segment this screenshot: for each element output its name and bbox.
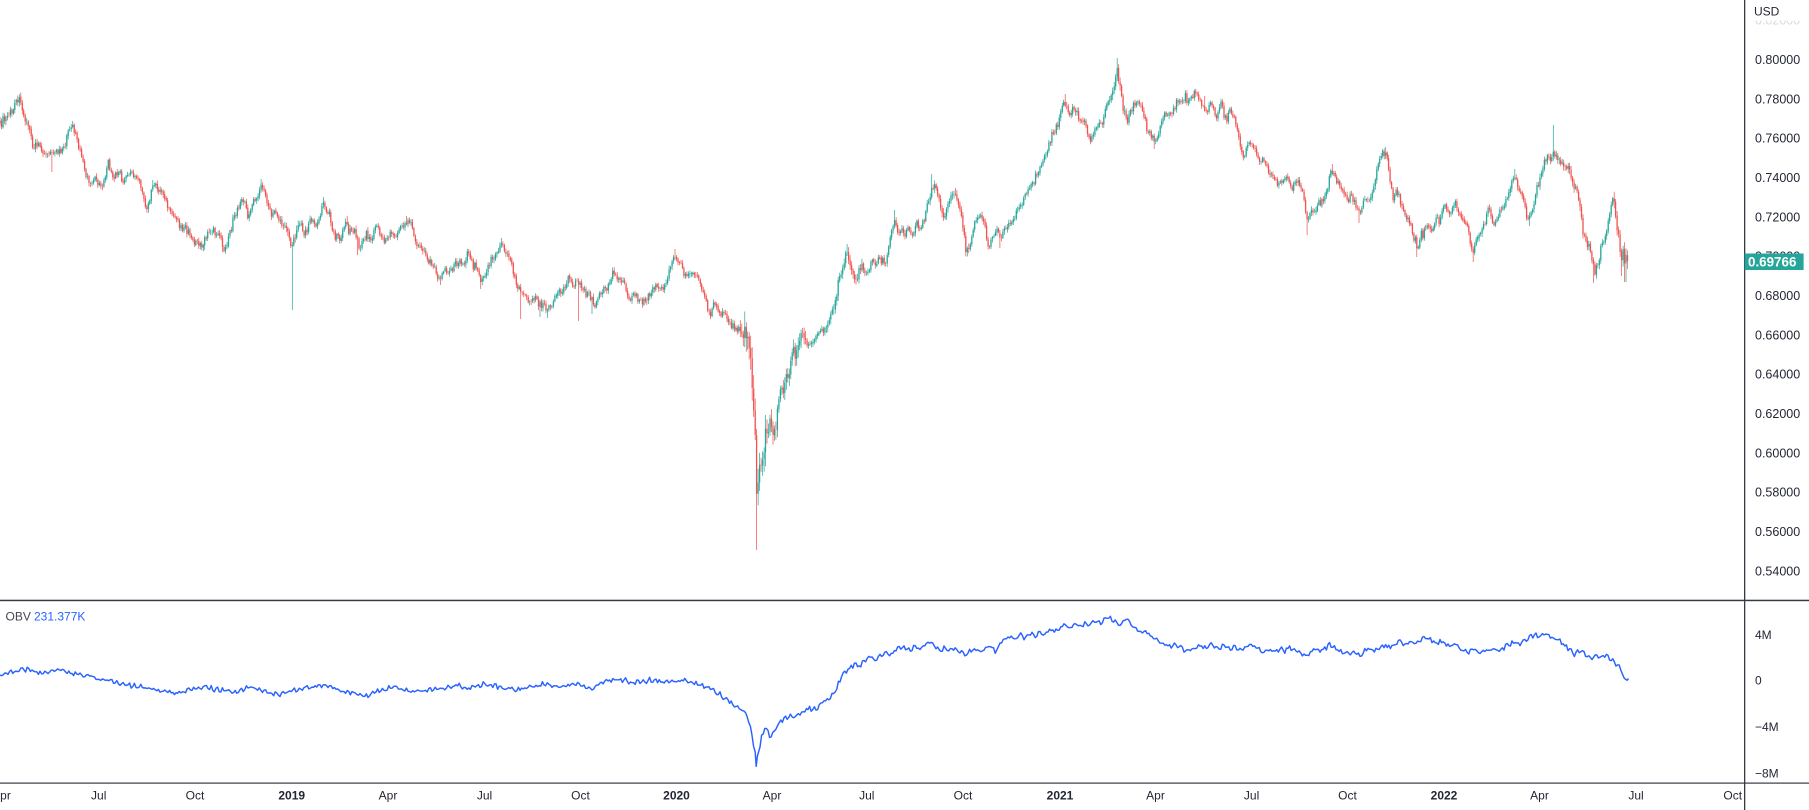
svg-text:0.66000: 0.66000: [1755, 328, 1800, 342]
svg-text:−8M: −8M: [1755, 767, 1779, 781]
svg-text:Jul: Jul: [1244, 789, 1259, 803]
svg-text:0.80000: 0.80000: [1755, 53, 1800, 67]
svg-text:Oct: Oct: [186, 789, 205, 803]
svg-text:Apr: Apr: [1530, 789, 1549, 803]
svg-text:0.56000: 0.56000: [1755, 525, 1800, 539]
svg-text:4M: 4M: [1755, 628, 1772, 642]
svg-text:0.78000: 0.78000: [1755, 92, 1800, 106]
svg-text:0.62000: 0.62000: [1755, 407, 1800, 421]
svg-text:0: 0: [1755, 674, 1762, 688]
svg-text:0.76000: 0.76000: [1755, 132, 1800, 146]
svg-text:Apr: Apr: [763, 789, 782, 803]
svg-text:0.69766: 0.69766: [1748, 255, 1796, 270]
svg-text:2022: 2022: [1431, 789, 1458, 803]
svg-text:0.64000: 0.64000: [1755, 368, 1800, 382]
svg-text:Oct: Oct: [954, 789, 973, 803]
svg-text:0.74000: 0.74000: [1755, 171, 1800, 185]
svg-text:Apr: Apr: [0, 789, 11, 803]
svg-text:Apr: Apr: [1146, 789, 1165, 803]
svg-text:OBV: OBV: [6, 609, 31, 623]
svg-text:0.68000: 0.68000: [1755, 289, 1800, 303]
svg-text:0.58000: 0.58000: [1755, 486, 1800, 500]
svg-text:2019: 2019: [278, 789, 305, 803]
svg-text:0.72000: 0.72000: [1755, 210, 1800, 224]
svg-text:Jul: Jul: [477, 789, 492, 803]
svg-text:−4M: −4M: [1755, 720, 1779, 734]
svg-text:USD: USD: [1754, 4, 1780, 18]
svg-text:0.60000: 0.60000: [1755, 446, 1800, 460]
svg-text:2020: 2020: [663, 789, 690, 803]
svg-text:Jul: Jul: [91, 789, 106, 803]
svg-text:0.54000: 0.54000: [1755, 564, 1800, 578]
svg-text:Oct: Oct: [571, 789, 590, 803]
svg-text:Oct: Oct: [1338, 789, 1357, 803]
svg-text:2021: 2021: [1047, 789, 1074, 803]
svg-text:Jul: Jul: [859, 789, 874, 803]
svg-text:Jul: Jul: [1628, 789, 1643, 803]
svg-text:231.377K: 231.377K: [34, 609, 85, 623]
svg-text:0.82000: 0.82000: [1755, 14, 1800, 28]
svg-text:Oct: Oct: [1723, 789, 1742, 803]
svg-text:Apr: Apr: [379, 789, 398, 803]
